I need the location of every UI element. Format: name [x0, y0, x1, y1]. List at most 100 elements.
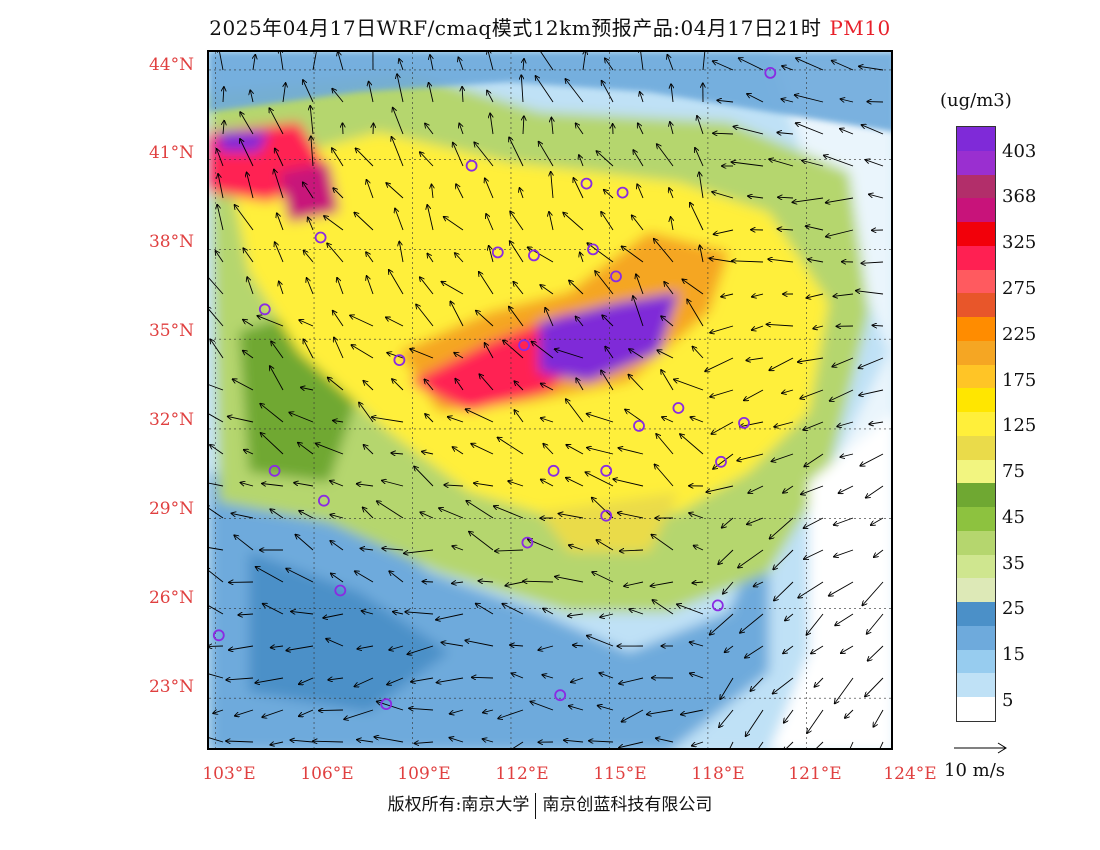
lon-label-115: 115°E: [593, 764, 647, 784]
wind-arrow: [859, 389, 884, 395]
wind-arrow: [458, 57, 464, 71]
wind-arrow: [229, 645, 254, 650]
wind-arrow: [437, 677, 464, 683]
wind-arrow: [495, 550, 524, 551]
wind-arrow: [240, 112, 254, 135]
wind-arrow: [835, 613, 854, 625]
wind-arrow: [474, 483, 494, 486]
wind-arrow: [238, 614, 254, 615]
wind-arrow: [834, 517, 854, 525]
wind-reference-arrow: [954, 742, 1007, 754]
wind-arrow: [573, 645, 584, 646]
wind-arrow: [661, 316, 674, 327]
wind-arrow: [354, 213, 374, 231]
wind-arrow: [344, 709, 374, 719]
wind-arrow: [772, 453, 794, 461]
wind-arrow: [338, 52, 344, 71]
station-marker: [554, 689, 567, 702]
wind-arrow: [286, 569, 314, 583]
wind-arrow: [576, 123, 584, 135]
wind-arrow: [505, 581, 524, 586]
wind-arrow: [564, 740, 584, 742]
wind-arrow: [256, 567, 284, 583]
wind-arrow: [328, 678, 344, 680]
wind-arrow: [710, 613, 734, 635]
wind-arrow: [261, 433, 284, 455]
wind-arrow: [709, 258, 734, 263]
wind-arrow: [332, 89, 344, 103]
wind-arrow: [387, 677, 404, 685]
legend-level-368: 368: [1002, 186, 1037, 207]
wind-arrow: [333, 188, 344, 199]
wind-arrow: [512, 741, 524, 748]
wind-vectors: [209, 52, 884, 748]
wind-arrow: [835, 677, 854, 703]
lon-label-103: 103°E: [202, 764, 256, 784]
wind-arrow: [859, 66, 884, 71]
wind-arrow: [622, 709, 644, 722]
wind-arrow: [226, 678, 254, 680]
wind-arrow: [633, 150, 644, 167]
footer-divider: [535, 792, 537, 819]
wind-arrow: [774, 581, 794, 601]
wind-arrow: [619, 741, 644, 748]
wind-arrow: [247, 277, 254, 295]
color-scale-cell: [957, 530, 995, 556]
wind-arrow: [656, 738, 674, 743]
color-scale-cell: [957, 697, 995, 722]
wind-arrow: [837, 421, 854, 427]
title-text: 2025年04月17日WRF/cmaq模式12km预报产品:04月17日21时: [209, 16, 822, 40]
wind-arrow: [713, 453, 734, 469]
wind-arrow: [540, 285, 554, 295]
wind-arrow: [490, 114, 494, 135]
wind-arrow: [226, 741, 254, 742]
wind-arrow: [448, 417, 464, 423]
wind-arrow: [689, 513, 704, 519]
wind-arrow: [210, 339, 224, 359]
wind-arrow: [331, 574, 344, 583]
wind-arrow: [693, 347, 704, 359]
wind-arrow: [598, 706, 614, 711]
wind-arrow: [879, 741, 884, 748]
wind-arrow: [279, 282, 284, 295]
wind-arrow: [303, 80, 314, 103]
wind-arrow: [411, 677, 434, 682]
wind-arrow: [209, 482, 224, 487]
wind-arrow: [732, 162, 764, 167]
wind-arrow: [283, 83, 286, 103]
wind-arrow: [806, 293, 824, 298]
wind-arrow: [845, 709, 854, 718]
wind-arrow: [712, 192, 734, 199]
lat-label-35: 35°N: [148, 321, 194, 341]
lon-label-124: 124°E: [883, 764, 937, 784]
wind-arrow: [389, 270, 404, 295]
wind-arrow: [442, 642, 464, 647]
wind-arrow: [209, 568, 224, 583]
wind-arrow: [269, 108, 284, 135]
wind-arrow: [752, 294, 764, 297]
wind-arrow: [840, 454, 854, 457]
wind-arrow: [713, 133, 734, 134]
wind-arrow: [859, 357, 884, 368]
wind-arrow: [722, 517, 734, 528]
color-scale-cell: [957, 388, 995, 413]
wind-arrow: [462, 87, 463, 103]
wind-arrow: [783, 485, 794, 493]
wind-arrow: [628, 375, 644, 391]
station-marker: [334, 584, 347, 597]
station-marker: [600, 509, 613, 522]
station-marker: [380, 698, 393, 710]
wind-arrow: [235, 205, 254, 231]
wind-arrow: [324, 216, 344, 231]
color-scale-cell: [957, 649, 995, 674]
wind-arrow: [513, 282, 524, 295]
color-scale-cell: [957, 459, 995, 484]
wind-arrow: [280, 52, 284, 71]
wind-arrow: [271, 646, 284, 648]
wind-arrow: [551, 172, 553, 199]
wind-arrow: [690, 417, 704, 423]
wind-arrow: [732, 261, 764, 262]
wind-arrow: [243, 248, 254, 263]
wind-arrow: [209, 605, 224, 615]
wind-arrow: [778, 197, 794, 198]
